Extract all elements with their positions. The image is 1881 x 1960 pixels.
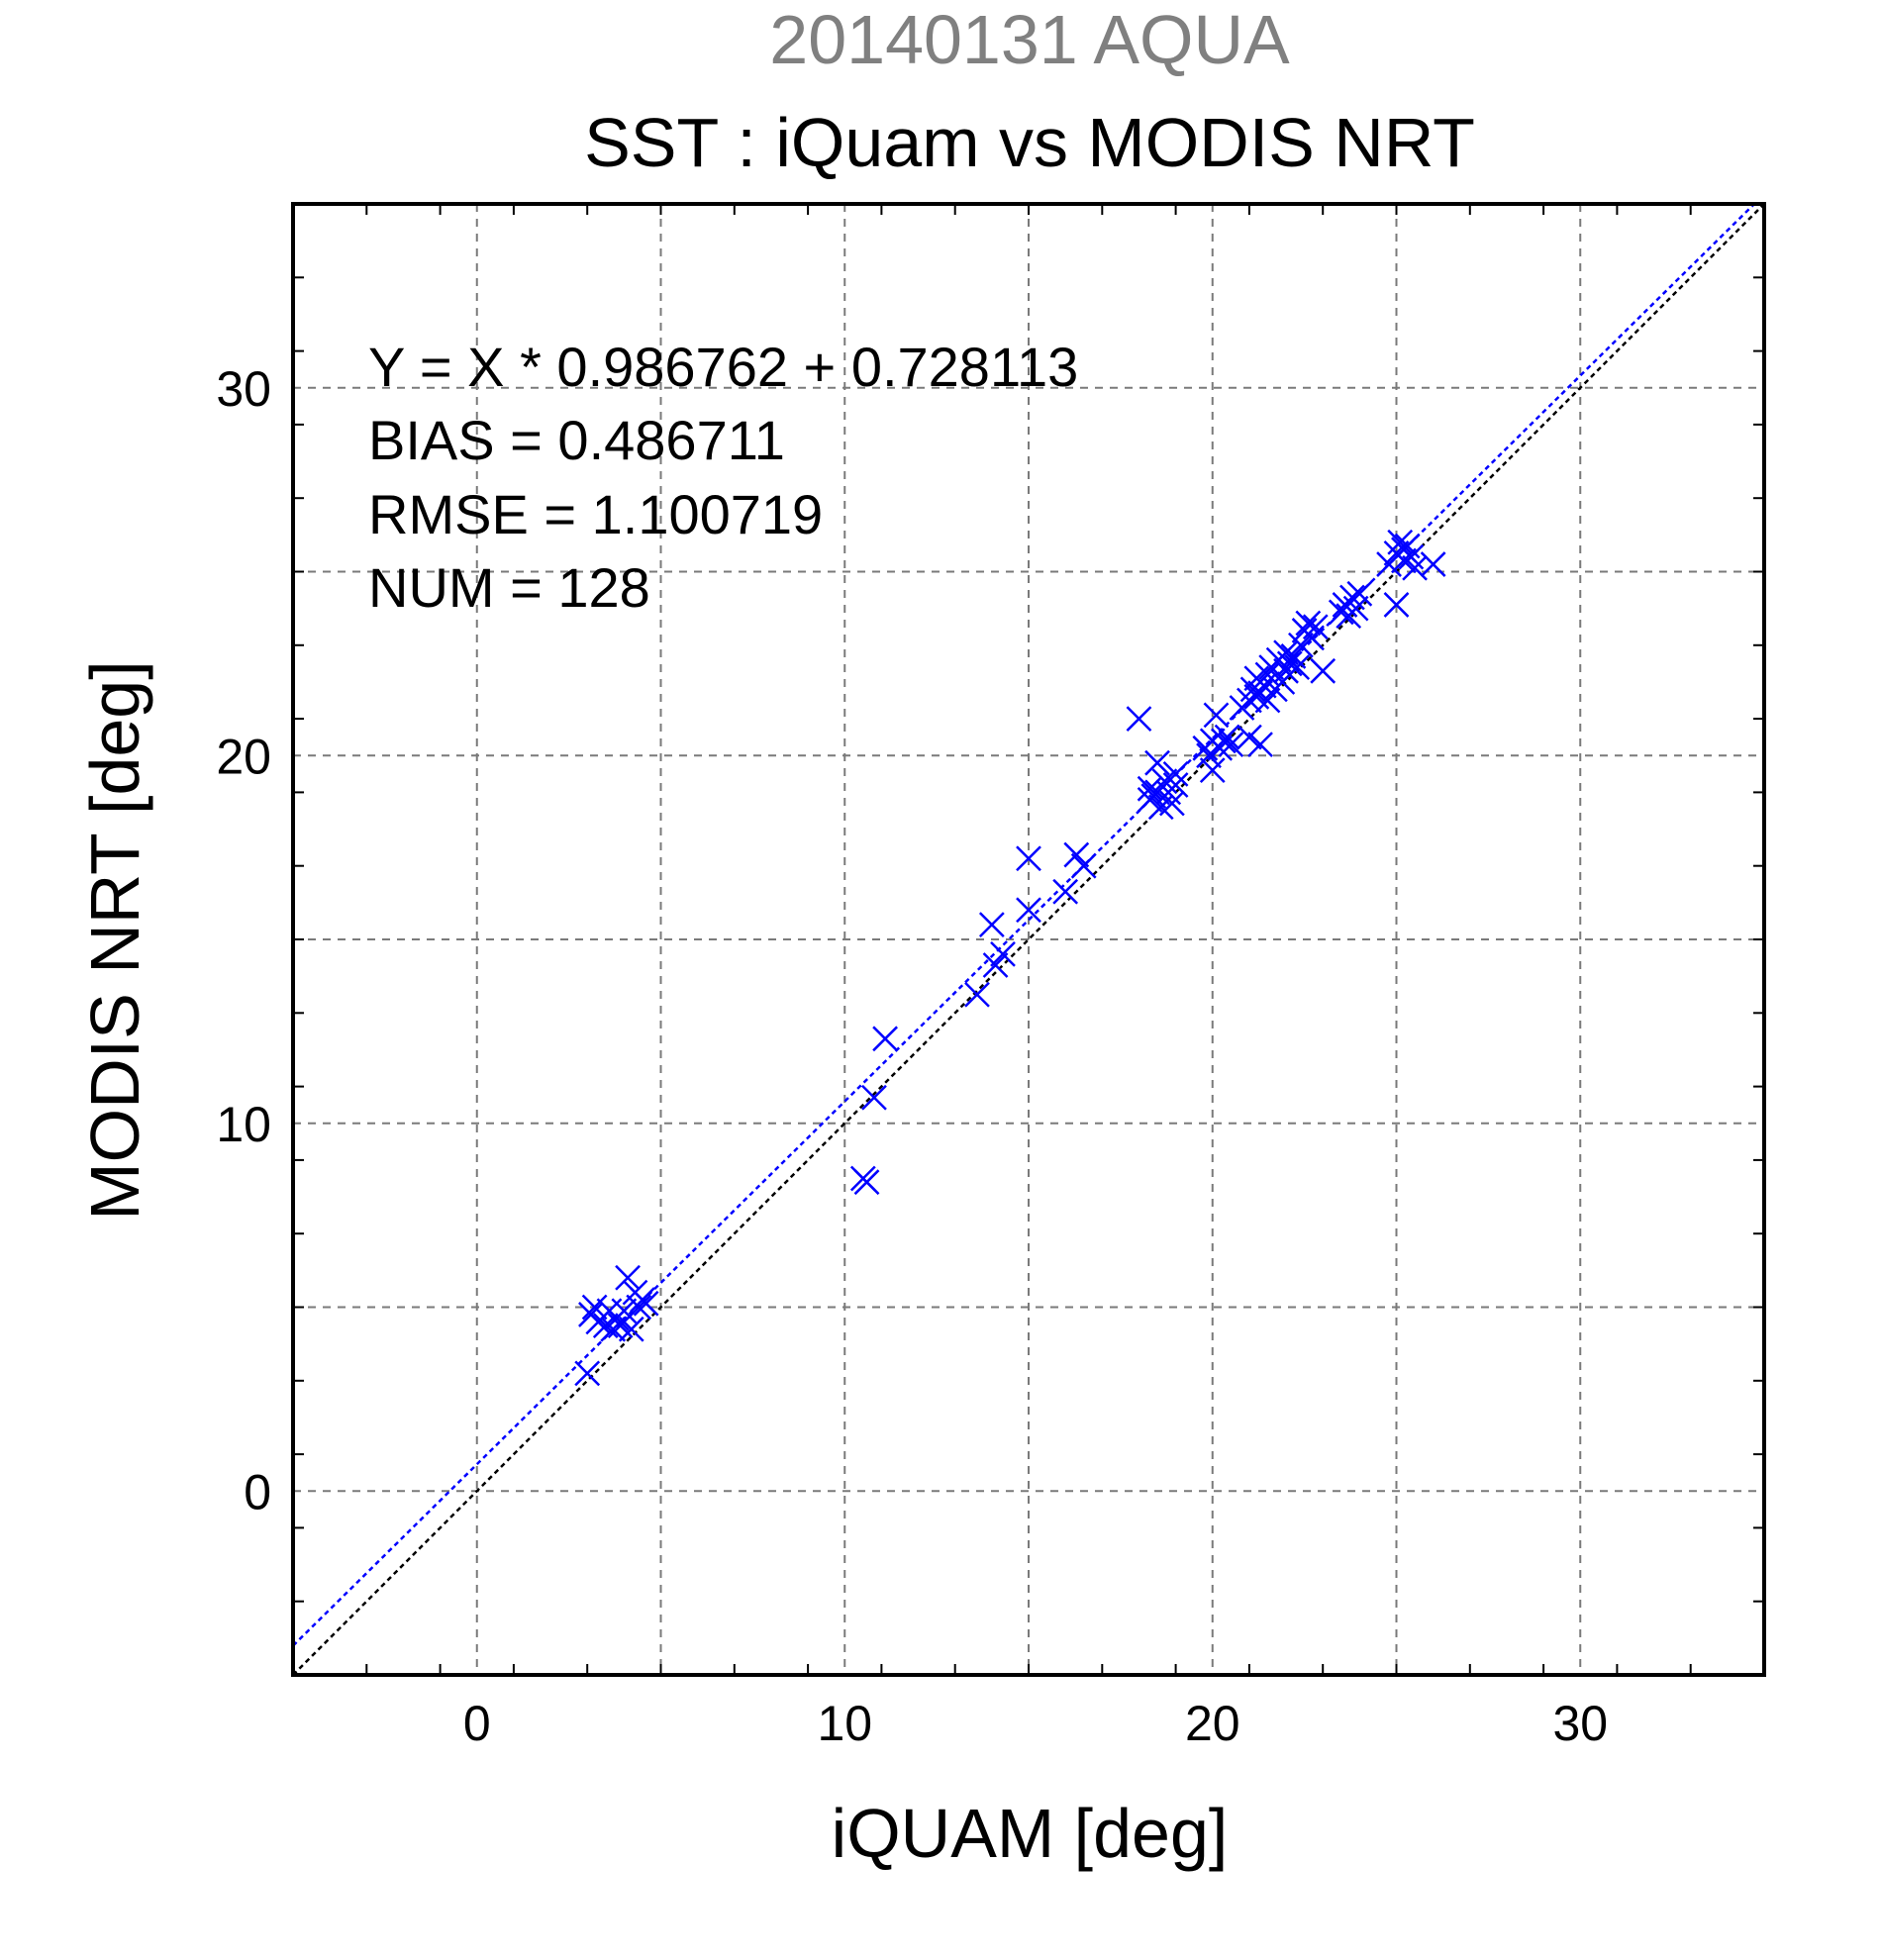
y-tick-label: 20 <box>216 729 271 784</box>
data-point <box>872 1026 898 1052</box>
data-point <box>982 952 1009 978</box>
data-point <box>990 940 1016 967</box>
reference-lines <box>292 203 1765 1676</box>
data-point <box>581 1294 608 1321</box>
data-points <box>574 529 1446 1387</box>
data-point <box>1237 724 1262 750</box>
data-point <box>1126 706 1152 732</box>
data-point <box>1342 595 1369 622</box>
grid <box>293 204 1764 1675</box>
data-point <box>1070 852 1097 879</box>
data-point <box>1214 724 1240 750</box>
data-point <box>1288 632 1314 658</box>
data-point <box>1391 547 1417 574</box>
stat-regression: Y = X * 0.986762 + 0.728113 <box>368 336 1078 398</box>
data-point <box>626 1294 652 1321</box>
y-axis-title: MODIS NRT [deg] <box>76 660 153 1220</box>
data-point <box>1295 610 1322 637</box>
data-point <box>1302 614 1329 640</box>
data-point <box>1016 897 1041 924</box>
data-point <box>1218 732 1244 757</box>
regression-line <box>292 203 1755 1647</box>
chart-title: SST : iQuam vs MODIS NRT <box>584 104 1475 181</box>
x-tick-label: 30 <box>1552 1696 1608 1751</box>
data-point <box>964 981 990 1008</box>
data-point <box>1162 760 1189 787</box>
data-point <box>853 1169 880 1196</box>
data-point <box>1310 657 1336 684</box>
data-point <box>1203 702 1230 729</box>
data-point <box>574 1360 601 1387</box>
data-point <box>1052 878 1079 905</box>
y-tick-label: 30 <box>216 361 271 417</box>
y-tick-label: 0 <box>244 1464 271 1519</box>
x-axis-title: iQUAM [deg] <box>832 1795 1229 1872</box>
data-point <box>1276 650 1303 677</box>
data-point <box>615 1264 641 1291</box>
data-point <box>1420 551 1446 577</box>
data-point <box>1383 592 1410 618</box>
data-point <box>1199 757 1226 783</box>
x-tick-label: 10 <box>817 1696 872 1751</box>
data-point <box>1016 845 1041 872</box>
stat-num: NUM = 128 <box>368 556 650 619</box>
data-point <box>861 1084 887 1111</box>
stat-rmse: RMSE = 1.100719 <box>368 483 823 545</box>
chart-supertitle: 20140131 AQUA <box>769 1 1290 78</box>
tick-labels: 0 10 20 30 0 10 20 30 <box>216 361 1608 1751</box>
data-point <box>611 1298 638 1324</box>
x-tick-label: 20 <box>1185 1696 1240 1751</box>
stat-bias: BIAS = 0.486711 <box>368 409 785 471</box>
data-point <box>618 1316 644 1342</box>
data-point <box>1247 732 1273 757</box>
data-point <box>1162 772 1189 798</box>
y-tick-label: 10 <box>216 1097 271 1152</box>
data-point <box>1063 841 1090 868</box>
axis-ticks <box>292 203 1765 1676</box>
data-point <box>1284 654 1311 680</box>
data-point <box>1346 580 1373 607</box>
stats-box: Y = X * 0.986762 + 0.728113 BIAS = 0.486… <box>368 336 1078 619</box>
data-point <box>1254 687 1281 714</box>
data-point <box>633 1290 659 1317</box>
x-tick-label: 0 <box>463 1696 491 1751</box>
data-point <box>1144 749 1170 776</box>
data-point <box>978 912 1005 938</box>
